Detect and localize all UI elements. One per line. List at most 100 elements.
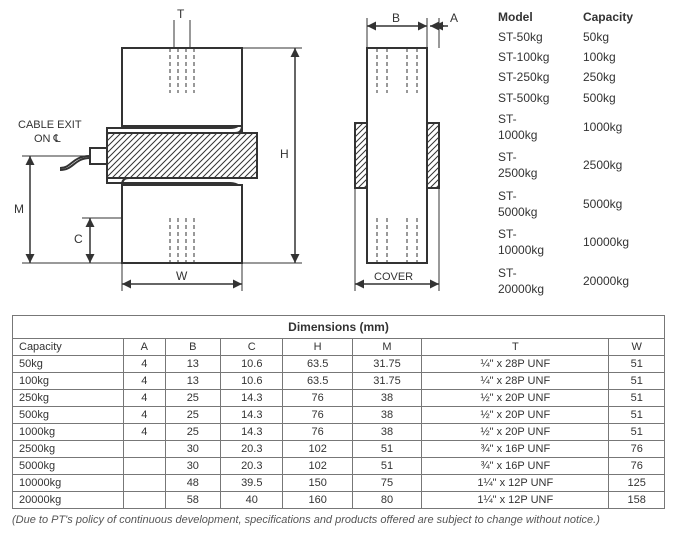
dim-cell: 150	[283, 475, 352, 492]
dim-header: T	[422, 339, 609, 356]
dim-row: 10000kg 4839.5150751¼" x 12P UNF125	[13, 475, 665, 492]
dim-header: M	[352, 339, 421, 356]
dim-header: A	[123, 339, 165, 356]
model-row: ST-20000kg20000kg	[498, 263, 663, 300]
front-view-diagram: T H W M C CABLE EXIT ON ℄	[12, 8, 312, 301]
model-cell: 100kg	[583, 48, 663, 66]
model-cell: 2500kg	[583, 147, 663, 183]
cable-exit-label-1: CABLE EXIT	[18, 119, 82, 131]
dim-cell: 10.6	[221, 356, 283, 373]
dim-cell: 160	[283, 492, 352, 509]
dim-cell: 1000kg	[13, 424, 124, 441]
dim-cell: ¾" x 16P UNF	[422, 441, 609, 458]
model-cell: 1000kg	[583, 109, 663, 145]
dim-cell: 51	[352, 441, 421, 458]
dim-cell: 76	[283, 407, 352, 424]
model-row: ST-100kg100kg	[498, 48, 663, 66]
dim-cell: 51	[352, 458, 421, 475]
dim-cell: 13	[165, 356, 220, 373]
label-h: H	[280, 147, 289, 161]
dim-cell: 63.5	[283, 356, 352, 373]
dim-cell: 1¼" x 12P UNF	[422, 475, 609, 492]
model-row: ST-10000kg10000kg	[498, 224, 663, 260]
capacity-header: Capacity	[583, 10, 663, 26]
dim-cell: 48	[165, 475, 220, 492]
dim-row: 1000kg42514.37638½" x 20P UNF51	[13, 424, 665, 441]
model-row: ST-5000kg5000kg	[498, 186, 663, 222]
dim-cell: 4	[123, 390, 165, 407]
dim-cell: 76	[609, 441, 665, 458]
dim-cell: 38	[352, 390, 421, 407]
dim-cell: 14.3	[221, 407, 283, 424]
dim-cell: 51	[609, 424, 665, 441]
dim-cell: 100kg	[13, 373, 124, 390]
model-cell: 10000kg	[583, 224, 663, 260]
dim-cell: 38	[352, 424, 421, 441]
dim-cell: 102	[283, 441, 352, 458]
dim-cell: 4	[123, 373, 165, 390]
model-cell: ST-50kg	[498, 28, 581, 46]
dim-row: 50kg41310.663.531.75¼" x 28P UNF51	[13, 356, 665, 373]
model-cell: ST-250kg	[498, 68, 581, 86]
dim-cell: 14.3	[221, 390, 283, 407]
dim-cell: 25	[165, 390, 220, 407]
label-m: M	[14, 202, 24, 216]
dim-cell: 20.3	[221, 458, 283, 475]
dim-row: 250kg42514.37638½" x 20P UNF51	[13, 390, 665, 407]
model-cell: ST-2500kg	[498, 147, 581, 183]
dim-cell: 75	[352, 475, 421, 492]
dim-cell: ¼" x 28P UNF	[422, 356, 609, 373]
dimensions-title: Dimensions (mm)	[13, 316, 665, 339]
dim-cell: 13	[165, 373, 220, 390]
dim-cell: 500kg	[13, 407, 124, 424]
dim-cell: 30	[165, 441, 220, 458]
dim-cell: 39.5	[221, 475, 283, 492]
model-row: ST-500kg500kg	[498, 89, 663, 107]
dim-cell: 80	[352, 492, 421, 509]
dim-cell: 4	[123, 407, 165, 424]
dim-cell: 30	[165, 458, 220, 475]
dim-cell: ½" x 20P UNF	[422, 407, 609, 424]
model-cell: 50kg	[583, 28, 663, 46]
dim-cell: 10.6	[221, 373, 283, 390]
dim-cell: 25	[165, 424, 220, 441]
dim-cell: 250kg	[13, 390, 124, 407]
footnote: (Due to PT's policy of continuous develo…	[12, 513, 665, 527]
dim-cell: 125	[609, 475, 665, 492]
dim-cell: ¼" x 28P UNF	[422, 373, 609, 390]
model-cell: 250kg	[583, 68, 663, 86]
dim-cell: ½" x 20P UNF	[422, 424, 609, 441]
dim-row: 20000kg5840160801¼" x 12P UNF158	[13, 492, 665, 509]
model-cell: ST-100kg	[498, 48, 581, 66]
dim-row: 100kg41310.663.531.75¼" x 28P UNF51	[13, 373, 665, 390]
model-cell: ST-5000kg	[498, 186, 581, 222]
model-cell: 5000kg	[583, 186, 663, 222]
dim-cell: 50kg	[13, 356, 124, 373]
dim-row: 500kg42514.37638½" x 20P UNF51	[13, 407, 665, 424]
dim-cell: 51	[609, 390, 665, 407]
model-header: Model	[498, 10, 581, 26]
dim-cell: 40	[221, 492, 283, 509]
model-cell: 500kg	[583, 89, 663, 107]
dim-cell: 10000kg	[13, 475, 124, 492]
dim-header: B	[165, 339, 220, 356]
dim-cell: 58	[165, 492, 220, 509]
dim-cell: 76	[609, 458, 665, 475]
label-b: B	[392, 11, 400, 25]
dim-cell: 14.3	[221, 424, 283, 441]
model-cell: 20000kg	[583, 263, 663, 300]
dim-cell: 51	[609, 407, 665, 424]
dim-cell	[123, 458, 165, 475]
dim-cell: 4	[123, 356, 165, 373]
dim-header: H	[283, 339, 352, 356]
dim-header: C	[221, 339, 283, 356]
dim-cell: 76	[283, 424, 352, 441]
dim-cell: 76	[283, 390, 352, 407]
dim-cell: 5000kg	[13, 458, 124, 475]
model-cell: ST-500kg	[498, 89, 581, 107]
dim-cell	[123, 475, 165, 492]
label-c: C	[74, 232, 83, 246]
dim-cell: 51	[609, 356, 665, 373]
dim-cell: 20000kg	[13, 492, 124, 509]
label-w: W	[176, 269, 188, 283]
